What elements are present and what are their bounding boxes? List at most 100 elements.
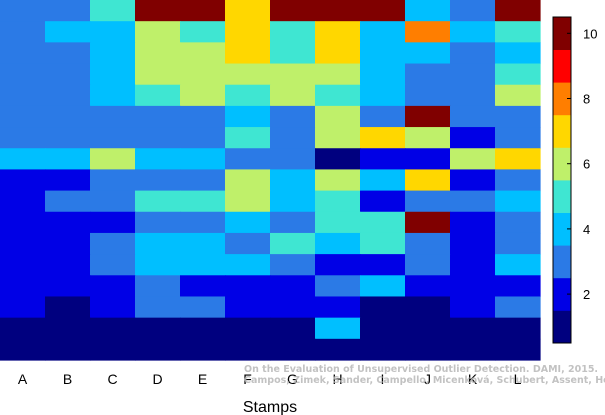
heatmap-cell (360, 169, 406, 192)
heatmap-cell (270, 42, 316, 65)
heatmap-cells (0, 0, 541, 361)
heatmap-cell (225, 275, 271, 298)
heatmap-cell (270, 105, 316, 128)
heatmap-cell (180, 169, 226, 192)
heatmap-cell (360, 190, 406, 213)
heatmap-cell (270, 275, 316, 298)
heatmap-cell (0, 232, 46, 255)
colorbar-tick-label: 10 (583, 26, 597, 41)
heatmap-cell (315, 42, 361, 65)
heatmap-cell (180, 275, 226, 298)
colorbar-tick-label: 4 (583, 222, 590, 237)
heatmap-cell (90, 0, 136, 22)
heatmap-cell (90, 42, 136, 65)
heatmap-cell (45, 211, 91, 234)
heatmap-cell (405, 254, 451, 276)
heatmap-cell (315, 296, 361, 319)
x-tick-label: K (468, 371, 478, 387)
heatmap-cell (450, 254, 496, 276)
heatmap-cell (45, 63, 91, 86)
heatmap-cell (450, 190, 496, 213)
heatmap-cell (270, 190, 316, 213)
heatmap-cell (225, 211, 271, 234)
heatmap-cell (0, 211, 46, 234)
x-tick-label: I (381, 371, 385, 387)
heatmap-cell (225, 169, 271, 192)
heatmap-cell (405, 275, 451, 298)
heatmap-cell (450, 232, 496, 255)
heatmap-cell (180, 211, 226, 234)
heatmap-cell (45, 21, 91, 43)
heatmap-cell (45, 148, 91, 171)
heatmap-cell (135, 317, 181, 340)
colorbar-segment (553, 212, 571, 246)
heatmap-cell (0, 127, 46, 149)
heatmap-cell (315, 254, 361, 276)
x-tick-label: B (63, 371, 72, 387)
colorbar-segment (553, 17, 571, 50)
heatmap-cell (315, 169, 361, 192)
heatmap-cell (405, 127, 451, 149)
heatmap-cell (270, 296, 316, 319)
heatmap-cell (450, 105, 496, 128)
heatmap-cell (450, 127, 496, 149)
heatmap-cell (45, 338, 91, 361)
credit-line-2: Campos, Zimek, Sander, Campello, Micenko… (244, 375, 605, 386)
heatmap-cell (360, 254, 406, 276)
heatmap-cell (45, 296, 91, 319)
heatmap-cell (180, 21, 226, 43)
heatmap-cell (315, 317, 361, 340)
heatmap-cell (0, 148, 46, 171)
heatmap-cell (360, 148, 406, 171)
heatmap-cell (495, 127, 541, 149)
heatmap-cell (450, 317, 496, 340)
x-tick-label: D (152, 371, 162, 387)
colorbar-tick-label: 8 (583, 92, 590, 107)
heatmap-cell (135, 105, 181, 128)
heatmap-cell (450, 63, 496, 86)
heatmap-cell (495, 42, 541, 65)
heatmap-cell (0, 84, 46, 107)
heatmap-cell (405, 148, 451, 171)
credit-line-1: On the Evaluation of Unsupervised Outlie… (244, 364, 598, 375)
heatmap-cell (270, 0, 316, 22)
heatmap-cell (360, 21, 406, 43)
heatmap-cell (135, 148, 181, 171)
heatmap-cell (315, 275, 361, 298)
heatmap-cell (0, 275, 46, 298)
colorbar-segment (553, 310, 571, 344)
heatmap-cell (180, 232, 226, 255)
heatmap-cell (225, 42, 271, 65)
heatmap-cell (135, 21, 181, 43)
heatmap-cell (270, 338, 316, 361)
heatmap-cell (225, 105, 271, 128)
heatmap-cell (270, 21, 316, 43)
heatmap-cell (270, 169, 316, 192)
heatmap-cell (495, 105, 541, 128)
heatmap-cell (45, 169, 91, 192)
heatmap-cell (405, 232, 451, 255)
heatmap-cell (90, 148, 136, 171)
colorbar-segment (553, 114, 571, 148)
heatmap-cell (360, 232, 406, 255)
heatmap-cell (0, 21, 46, 43)
heatmap-cell (45, 127, 91, 149)
heatmap-cell (180, 296, 226, 319)
heatmap-cell (0, 317, 46, 340)
heatmap-cell (450, 275, 496, 298)
x-tick-label: E (198, 371, 207, 387)
heatmap-cell (90, 105, 136, 128)
heatmap-cell (270, 254, 316, 276)
heatmap-cell (45, 84, 91, 107)
heatmap-cell (135, 84, 181, 107)
colorbar-segment (553, 147, 571, 181)
heatmap-cell (45, 232, 91, 255)
heatmap-cell (405, 63, 451, 86)
heatmap-cell (495, 0, 541, 22)
heatmap-cell (315, 84, 361, 107)
heatmap-cell (405, 211, 451, 234)
x-tick-label: C (107, 371, 117, 387)
heatmap-cell (135, 275, 181, 298)
